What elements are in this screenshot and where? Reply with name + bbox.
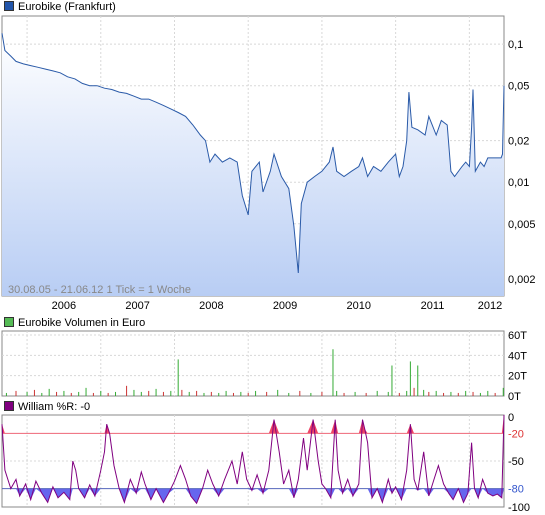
- volume-y-tick-label: 0T: [508, 391, 521, 403]
- volume-y-tick-label: 20T: [508, 371, 527, 383]
- price-y-tick-label: 0,02: [508, 136, 529, 148]
- price-y-tick-label: 0,002: [508, 274, 536, 286]
- price-x-tick-label: 2006: [52, 300, 76, 312]
- price-series-line: [1, 33, 505, 274]
- volume-legend-swatch: [4, 317, 14, 327]
- williams-y-axis: 0 -20 -50 -80 -100: [508, 412, 530, 514]
- date-range-annotation: 30.08.05 - 21.06.12 1 Tick = 1 Woche: [8, 284, 191, 296]
- price-x-tick-label: 2010: [347, 300, 371, 312]
- williams-y-tick-label: -20: [508, 428, 524, 440]
- price-chart-title: Eurobike (Frankfurt): [4, 0, 116, 14]
- price-y-axis: 0,1 0,05 0,02 0,01 0,005 0,002: [508, 39, 536, 286]
- price-x-tick-label: 2009: [273, 300, 297, 312]
- price-x-tick-label: 2007: [125, 300, 149, 312]
- williams-chart-title: William %R: -0: [4, 400, 90, 414]
- price-x-tick-label: 2011: [421, 300, 445, 312]
- volume-y-tick-label: 40T: [508, 350, 527, 362]
- volume-gridlines: [2, 331, 504, 396]
- volume-chart-title-text: Eurobike Volumen in Euro: [18, 317, 146, 329]
- williams-y-tick-label: -80: [508, 484, 524, 496]
- volume-bars: [5, 349, 504, 396]
- volume-plot-frame: [1, 330, 505, 397]
- williams-gridlines: [2, 415, 504, 507]
- price-y-tick-label: 0,05: [508, 81, 529, 93]
- williams-y-tick-label: -50: [508, 456, 524, 468]
- price-y-tick-label: 0,005: [508, 219, 536, 231]
- williams-chart-title-text: William %R: -0: [18, 401, 91, 413]
- williams-y-tick-label: 0: [508, 412, 514, 424]
- williams-y-tick-label: -100: [508, 502, 530, 514]
- price-chart-title-text: Eurobike (Frankfurt): [18, 1, 116, 13]
- williams-series-line: [1, 414, 505, 505]
- price-x-tick-label: 2008: [199, 300, 223, 312]
- price-x-axis: 2006 2007 2008 2009 2010 2011 2012: [52, 300, 503, 312]
- volume-panel: 60T 40T 20T 0T: [1, 330, 527, 403]
- volume-y-axis: 60T 40T 20T 0T: [508, 330, 527, 403]
- price-y-tick-label: 0,1: [508, 39, 523, 51]
- williams-legend-swatch: [4, 401, 14, 411]
- volume-chart-title: Eurobike Volumen in Euro: [4, 316, 145, 330]
- price-legend-swatch: [4, 1, 14, 11]
- williams-panel: 0 -20 -50 -80 -100: [1, 412, 530, 514]
- price-y-tick-label: 0,01: [508, 177, 529, 189]
- volume-y-tick-label: 60T: [508, 330, 527, 342]
- price-area-fill: [2, 33, 504, 296]
- price-x-tick-label: 2012: [478, 300, 502, 312]
